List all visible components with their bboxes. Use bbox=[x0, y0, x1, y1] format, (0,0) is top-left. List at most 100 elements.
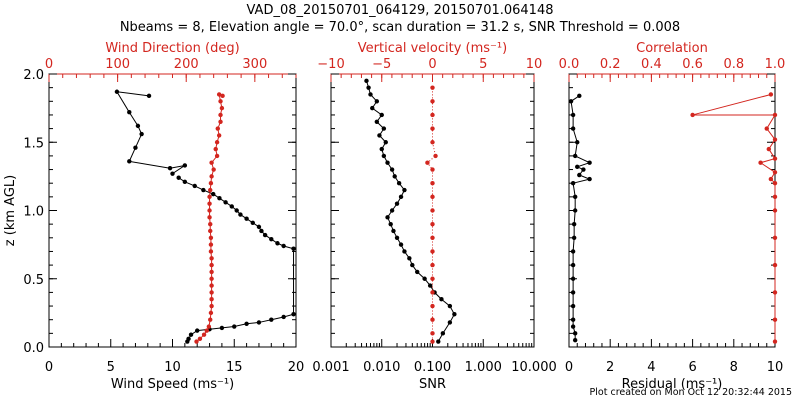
data-point bbox=[430, 249, 435, 254]
data-point bbox=[571, 221, 577, 227]
x-tick-label: 0 bbox=[565, 360, 573, 375]
data-point bbox=[170, 171, 175, 176]
x-tick-label: 20 bbox=[288, 360, 305, 375]
y-tick-label: 2.0 bbox=[23, 68, 44, 83]
x-tick-label: 4 bbox=[647, 360, 655, 375]
top-tick-label: 0.2 bbox=[600, 57, 621, 72]
data-point bbox=[209, 276, 214, 281]
x-tick-label: 6 bbox=[688, 360, 696, 375]
data-point bbox=[398, 194, 404, 200]
data-point bbox=[204, 328, 210, 333]
data-point bbox=[182, 163, 188, 168]
data-point bbox=[379, 146, 384, 152]
data-point bbox=[195, 328, 200, 333]
x-axis-title: Residual (ms⁻¹) bbox=[622, 377, 723, 392]
data-point bbox=[208, 310, 214, 316]
plot-frame bbox=[48, 73, 297, 348]
data-point bbox=[430, 339, 435, 344]
data-point bbox=[772, 290, 778, 295]
data-point bbox=[208, 249, 214, 254]
data-point bbox=[368, 92, 373, 97]
top-tick-label: 0.8 bbox=[723, 57, 744, 72]
data-point bbox=[570, 276, 576, 281]
data-point bbox=[176, 175, 181, 180]
data-point bbox=[764, 126, 769, 131]
data-point bbox=[768, 176, 774, 182]
data-point bbox=[430, 126, 435, 131]
top-axis-title: Wind Direction (deg) bbox=[105, 41, 239, 56]
data-point bbox=[572, 208, 578, 213]
data-point bbox=[219, 325, 225, 331]
data-point bbox=[238, 212, 243, 217]
chart-title-line-2: Nbeams = 8, Elevation angle = 70.0°, sca… bbox=[119, 20, 681, 35]
data-point bbox=[213, 146, 218, 152]
data-point bbox=[766, 146, 772, 152]
data-point bbox=[269, 236, 274, 242]
data-point bbox=[772, 262, 778, 268]
data-point bbox=[385, 160, 390, 165]
data-point bbox=[370, 105, 375, 111]
data-point bbox=[209, 160, 214, 165]
data-point bbox=[216, 133, 222, 138]
data-point bbox=[201, 332, 207, 337]
x-tick-label: 15 bbox=[226, 360, 243, 375]
x-tick-label: 8 bbox=[730, 360, 738, 375]
data-point bbox=[379, 112, 384, 118]
data-point bbox=[570, 126, 576, 131]
data-point bbox=[768, 92, 774, 97]
series-line bbox=[692, 93, 776, 342]
plot-created-footer: Plot created on Mon Oct 12 20:32:44 2015 bbox=[589, 387, 792, 398]
top-tick-label: 0.4 bbox=[641, 57, 662, 72]
x-tick-label: 10 bbox=[767, 360, 784, 375]
data-point bbox=[244, 216, 249, 221]
data-point bbox=[392, 174, 397, 179]
top-tick-label: 0 bbox=[428, 57, 436, 72]
data-point bbox=[234, 208, 239, 213]
data-point bbox=[139, 131, 144, 137]
data-point bbox=[256, 320, 262, 325]
data-point bbox=[447, 320, 453, 325]
data-point bbox=[587, 176, 592, 182]
series-line bbox=[570, 95, 592, 341]
data-point bbox=[208, 228, 213, 234]
data-point bbox=[218, 112, 223, 118]
data-point bbox=[216, 92, 222, 97]
data-point bbox=[188, 332, 194, 337]
data-point bbox=[430, 99, 435, 104]
data-point bbox=[570, 262, 576, 268]
data-point bbox=[577, 172, 582, 178]
data-point bbox=[572, 153, 578, 159]
data-point bbox=[570, 290, 576, 295]
data-point bbox=[281, 243, 286, 249]
data-point bbox=[570, 317, 576, 322]
x-tick-label: 0.100 bbox=[414, 360, 451, 375]
data-point bbox=[430, 208, 435, 213]
data-point bbox=[275, 241, 280, 246]
data-point bbox=[208, 242, 214, 247]
data-point bbox=[209, 174, 214, 179]
x-tick-label: 10.000 bbox=[511, 360, 557, 375]
data-point bbox=[223, 200, 228, 205]
data-point bbox=[209, 303, 214, 309]
data-point bbox=[430, 331, 435, 336]
top-axis-title: Correlation bbox=[636, 41, 708, 56]
data-point bbox=[415, 269, 420, 275]
top-tick-label: 200 bbox=[174, 57, 199, 72]
data-point bbox=[452, 312, 457, 317]
x-tick-label: 2 bbox=[606, 360, 614, 375]
panel-snr: 0.001 0.010 0.100 1.000 10.000 −10 −5 0 5 10 SNR Ve… bbox=[312, 41, 556, 392]
data-point bbox=[772, 339, 778, 344]
x-tick-label: 0.010 bbox=[363, 360, 400, 375]
data-point bbox=[430, 276, 435, 281]
data-point bbox=[396, 181, 402, 186]
data-point bbox=[402, 187, 407, 193]
data-point bbox=[197, 336, 203, 342]
data-point bbox=[436, 339, 441, 344]
data-point bbox=[186, 336, 191, 342]
x-tick-label: 0 bbox=[45, 360, 53, 375]
data-point bbox=[772, 208, 778, 213]
data-point bbox=[572, 337, 578, 343]
data-point bbox=[772, 194, 778, 200]
y-tick-label: 0.5 bbox=[23, 273, 44, 288]
